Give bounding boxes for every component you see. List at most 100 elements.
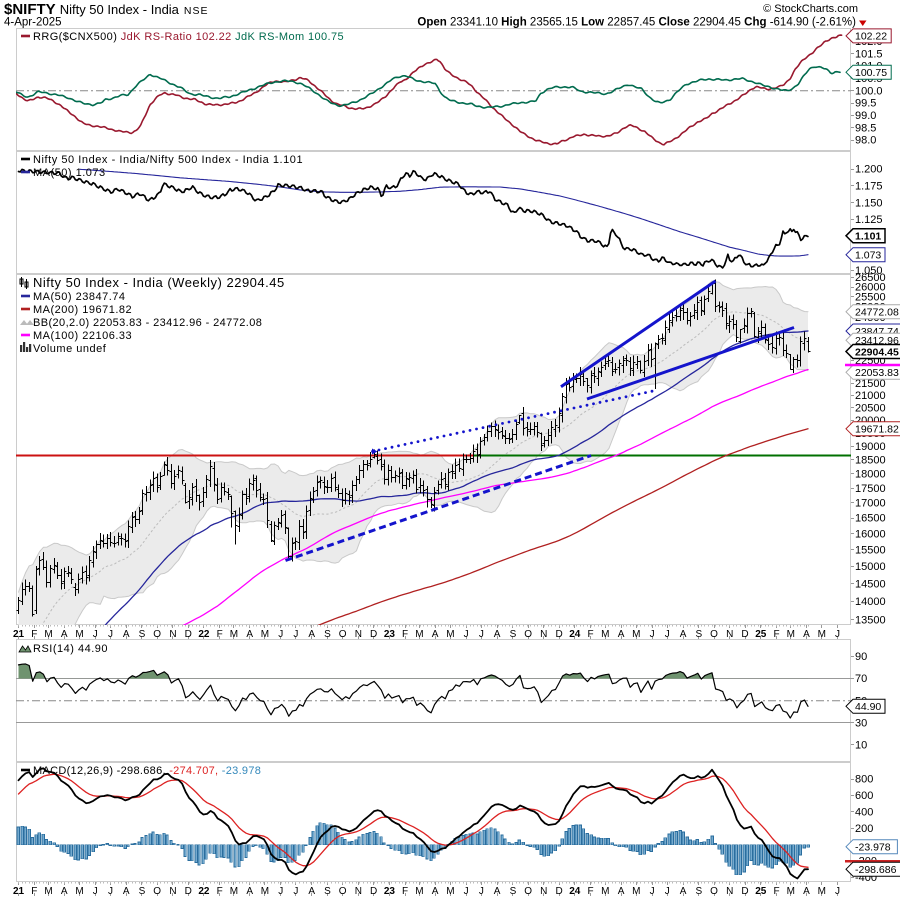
svg-text:15000: 15000 (855, 561, 886, 573)
svg-text:22: 22 (198, 886, 210, 897)
svg-text:1.101: 1.101 (855, 231, 881, 243)
svg-text:D: D (741, 629, 748, 640)
svg-text:N: N (726, 886, 733, 897)
svg-text:N: N (540, 629, 547, 640)
svg-text:J: J (108, 886, 113, 897)
svg-text:J: J (835, 629, 840, 640)
svg-text:A: A (494, 886, 501, 897)
svg-text:Volume undef: Volume undef (33, 343, 107, 355)
svg-text:O: O (710, 886, 718, 897)
svg-text:18500: 18500 (855, 455, 886, 467)
svg-text:21: 21 (13, 886, 25, 897)
svg-text:M: M (415, 886, 423, 897)
svg-text:25: 25 (755, 886, 767, 897)
svg-text:26500: 26500 (855, 272, 886, 284)
svg-text:S: S (510, 629, 517, 640)
svg-text:S: S (324, 886, 331, 897)
svg-text:102.22: 102.22 (855, 31, 887, 43)
svg-text:J: J (93, 629, 98, 640)
svg-text:J: J (665, 629, 670, 640)
svg-text:BB(20,2.0) 22053.83 - 23412.96: BB(20,2.0) 22053.83 - 23412.96 - 24772.0… (33, 317, 262, 329)
svg-text:17000: 17000 (855, 498, 886, 510)
svg-text:98.5: 98.5 (855, 122, 876, 134)
svg-text:10: 10 (855, 740, 867, 752)
svg-text:D: D (370, 629, 377, 640)
svg-text:J: J (108, 629, 113, 640)
svg-text:4-Apr-2025: 4-Apr-2025 (4, 17, 62, 29)
svg-text:J: J (479, 886, 484, 897)
svg-text:15500: 15500 (855, 544, 886, 556)
svg-text:D: D (555, 886, 562, 897)
svg-text:J: J (93, 886, 98, 897)
svg-text:24772.08: 24772.08 (855, 307, 899, 319)
svg-text:D: D (741, 886, 748, 897)
svg-text:J: J (650, 629, 655, 640)
svg-text:M: M (415, 629, 423, 640)
svg-text:MA(200) 19671.82: MA(200) 19671.82 (33, 304, 132, 316)
svg-text:F: F (31, 629, 37, 640)
svg-text:D: D (370, 886, 377, 897)
svg-text:Nifty 50 Index - India/Nifty 5: Nifty 50 Index - India/Nifty 500 Index -… (33, 154, 303, 166)
svg-text:M: M (787, 629, 795, 640)
svg-text:F: F (31, 886, 37, 897)
svg-text:J: J (278, 886, 283, 897)
svg-text:1.175: 1.175 (855, 181, 883, 193)
svg-text:24: 24 (569, 886, 581, 897)
svg-text:M: M (818, 629, 826, 640)
svg-text:800: 800 (855, 774, 873, 786)
svg-text:M: M (75, 886, 83, 897)
svg-text:25500: 25500 (855, 292, 886, 304)
svg-text:F: F (588, 886, 594, 897)
svg-text:O: O (524, 886, 532, 897)
svg-text:M: M (261, 629, 269, 640)
svg-text:M: M (230, 629, 238, 640)
svg-text:101.5: 101.5 (855, 48, 883, 60)
svg-text:J: J (479, 629, 484, 640)
svg-text:J: J (650, 886, 655, 897)
svg-text:A: A (803, 629, 810, 640)
svg-text:90: 90 (855, 651, 867, 663)
svg-text:M: M (44, 886, 52, 897)
svg-text:26000: 26000 (855, 282, 886, 294)
svg-text:-298.686: -298.686 (855, 864, 897, 876)
svg-text:O: O (153, 629, 161, 640)
svg-text:M: M (601, 629, 609, 640)
svg-text:A: A (123, 886, 130, 897)
svg-text:O: O (153, 886, 161, 897)
svg-text:A: A (61, 629, 68, 640)
svg-text:A: A (618, 886, 625, 897)
svg-text:MACD(12,26,9) -298.686, -274.7: MACD(12,26,9) -298.686, -274.707, -23.97… (33, 765, 261, 777)
svg-text:MA(50) 23847.74: MA(50) 23847.74 (33, 291, 126, 303)
svg-text:M: M (446, 629, 454, 640)
svg-text:A: A (494, 629, 501, 640)
svg-text:F: F (217, 886, 223, 897)
svg-text:D: D (555, 629, 562, 640)
svg-text:J: J (464, 629, 469, 640)
svg-text:RRG($CNX500) JdK RS-Ratio 102.: RRG($CNX500) JdK RS-Ratio 102.22 JdK RS-… (33, 31, 344, 43)
svg-text:F: F (402, 886, 408, 897)
svg-text:17500: 17500 (855, 483, 886, 495)
svg-text:22904.45: 22904.45 (855, 346, 899, 358)
svg-text:M: M (446, 886, 454, 897)
svg-text:16500: 16500 (855, 513, 886, 525)
svg-text:N: N (355, 886, 362, 897)
svg-text:14000: 14000 (855, 596, 886, 608)
svg-text:N: N (355, 629, 362, 640)
svg-text:© StockCharts.com: © StockCharts.com (763, 3, 858, 15)
svg-text:1.200: 1.200 (855, 164, 883, 176)
svg-text:19000: 19000 (855, 441, 886, 453)
svg-text:25: 25 (755, 629, 767, 640)
svg-text:S: S (695, 886, 702, 897)
svg-text:Nifty 50 Index - India (Weekly: Nifty 50 Index - India (Weekly) 22904.45 (33, 275, 285, 290)
svg-text:30: 30 (855, 717, 867, 729)
svg-text:J: J (293, 629, 298, 640)
svg-text:A: A (432, 629, 439, 640)
svg-text:F: F (217, 629, 223, 640)
svg-text:A: A (803, 886, 810, 897)
svg-text:M: M (75, 629, 83, 640)
svg-text:O: O (524, 629, 532, 640)
svg-text:A: A (308, 629, 315, 640)
svg-text:D: D (185, 886, 192, 897)
svg-text:21000: 21000 (855, 390, 886, 402)
svg-text:S: S (139, 886, 146, 897)
